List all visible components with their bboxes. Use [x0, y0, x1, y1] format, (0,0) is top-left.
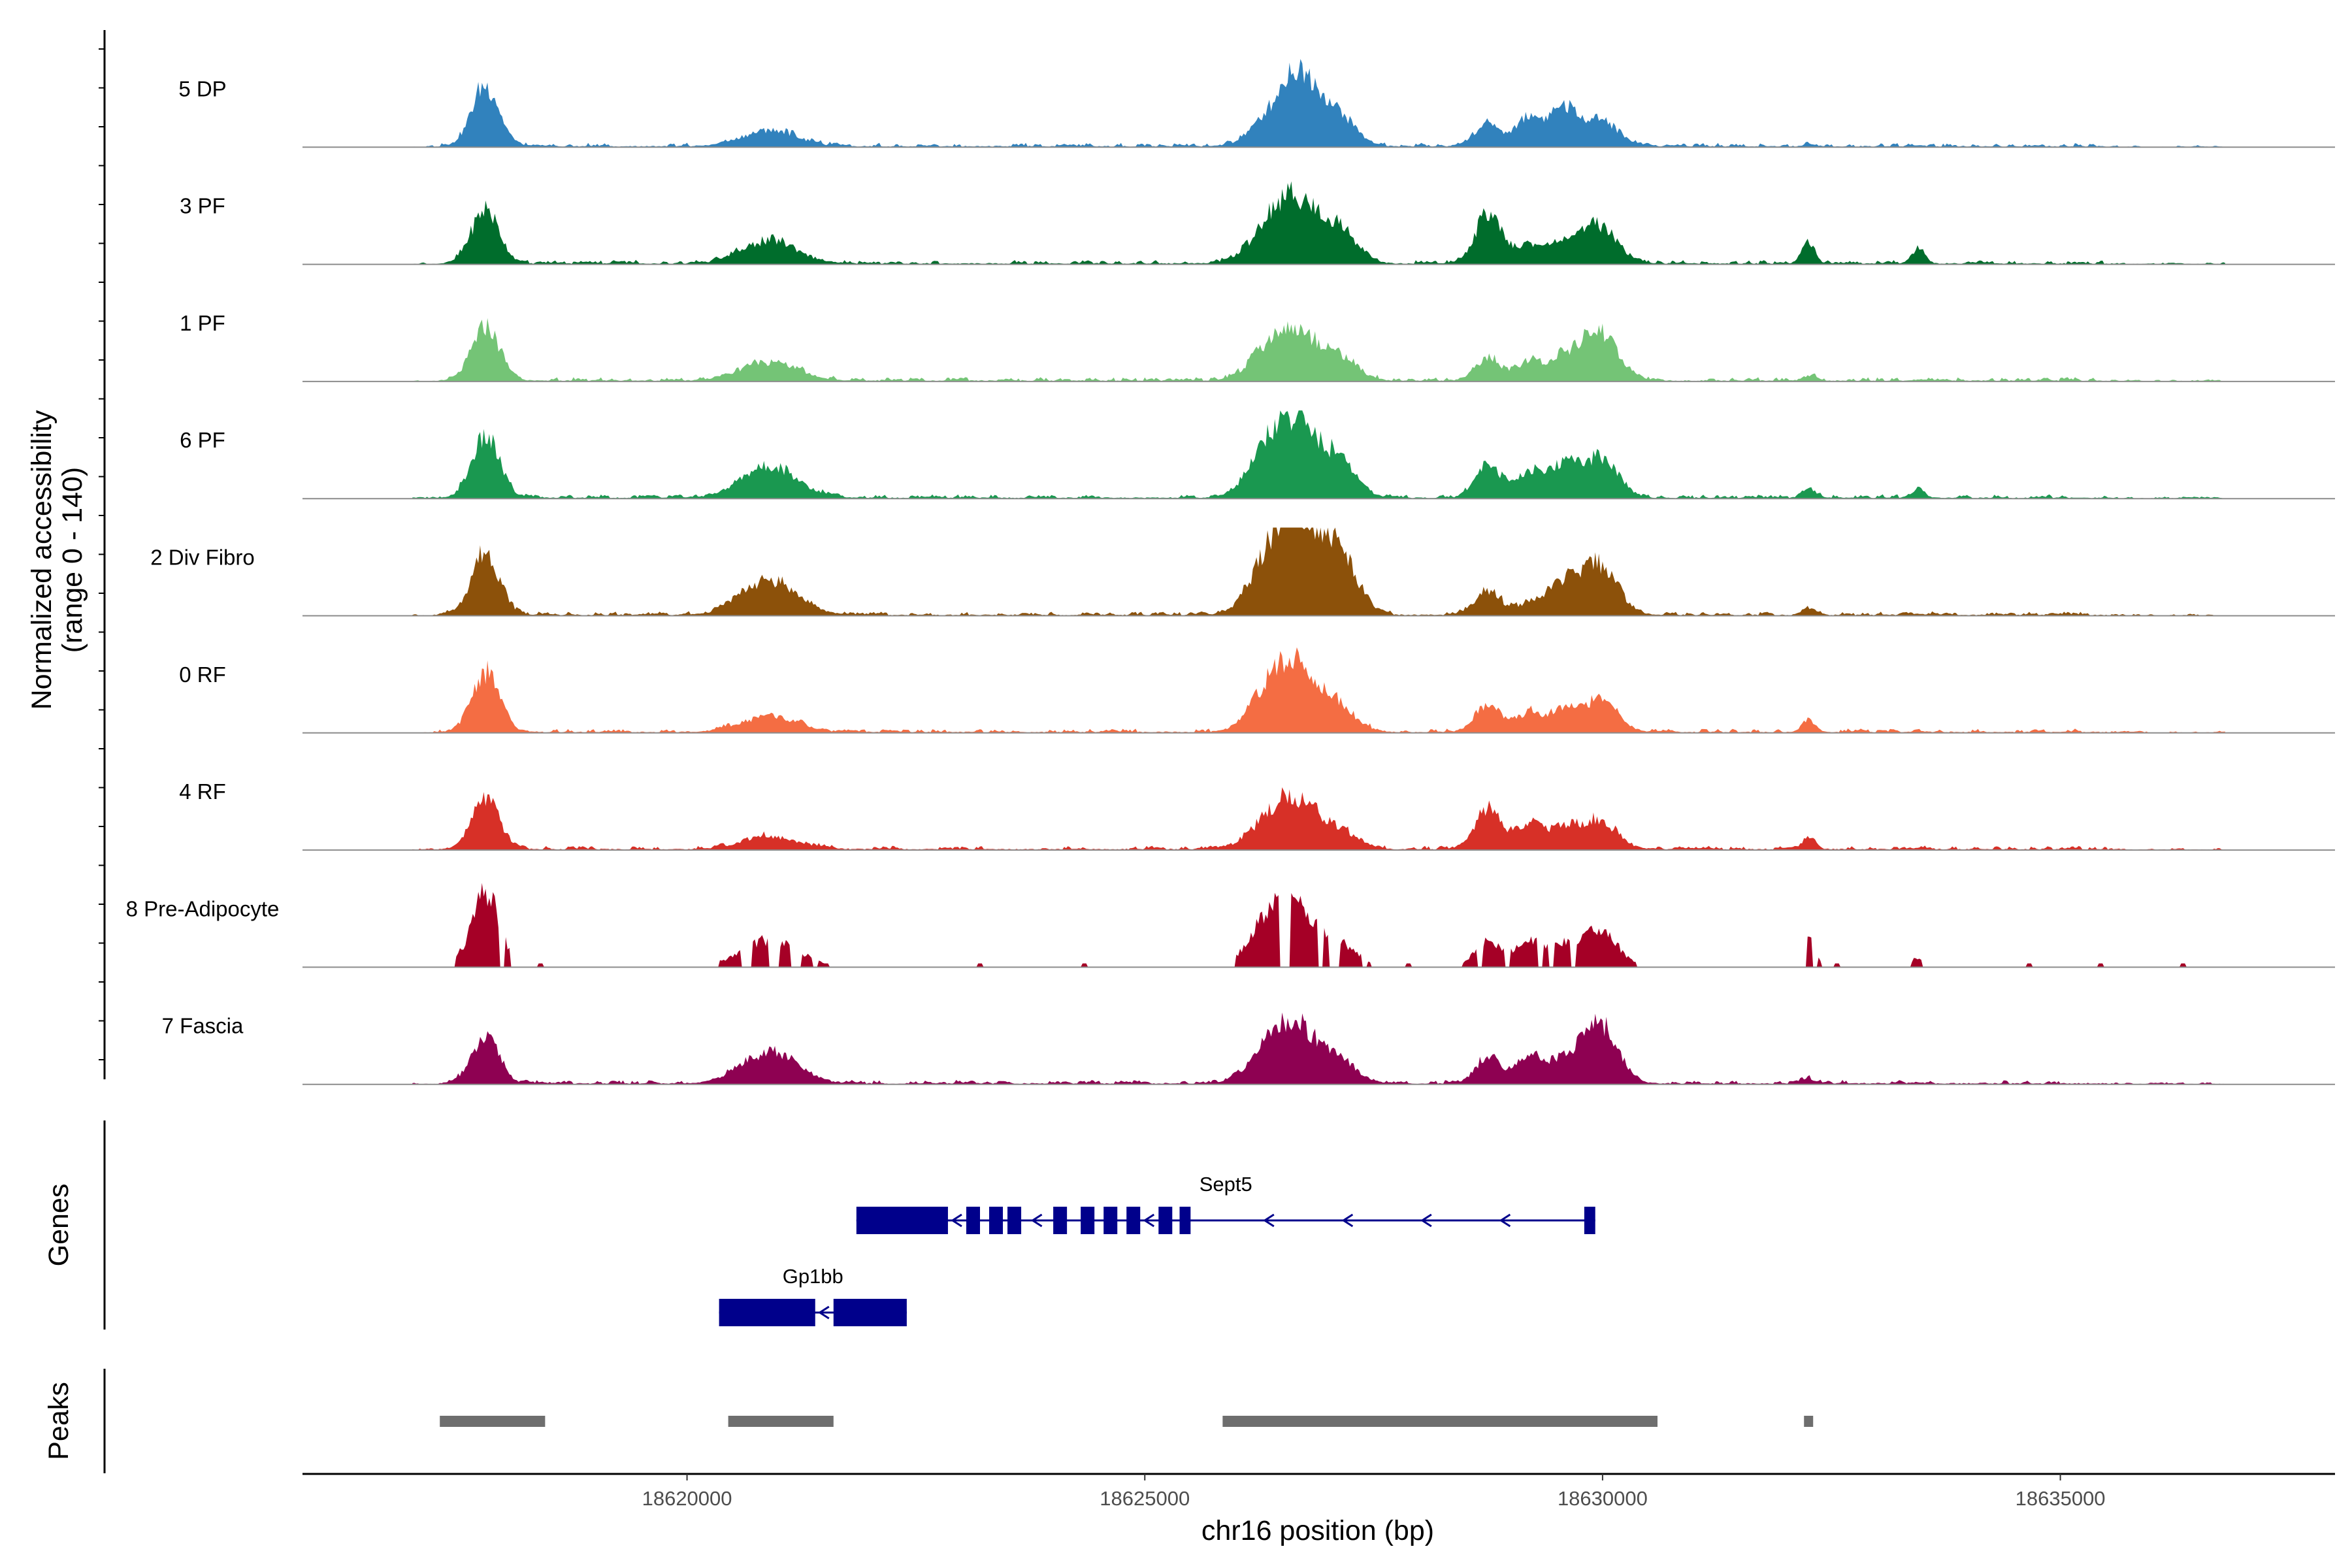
track-label: 6 PF — [180, 428, 225, 452]
x-tick-label: 18635000 — [2016, 1487, 2106, 1510]
strand-arrow — [951, 1213, 962, 1228]
coverage-track: 0 RF — [179, 647, 2335, 734]
peak-region-bar — [440, 1416, 546, 1427]
track-label: 0 RF — [179, 662, 226, 687]
gene-exon — [1103, 1207, 1118, 1234]
x-tick-label: 18630000 — [1558, 1487, 1648, 1510]
strand-arrow — [1030, 1213, 1043, 1228]
gene-models: Sept5 Gp1bb — [719, 1173, 1595, 1326]
x-axis-ticks: 18620000 18625000 18630000 18635000 — [642, 1474, 2106, 1510]
coverage-track: 2 Div Fibro — [150, 527, 2335, 617]
genes-panel: Genes Sept5 Gp1bb — [43, 1120, 1595, 1330]
gene-exon — [1179, 1207, 1191, 1234]
coverage-area — [412, 883, 2225, 968]
strand-arrow — [1143, 1213, 1155, 1228]
gene-exon — [719, 1299, 815, 1326]
gene-exon — [1158, 1207, 1173, 1234]
gene-exon — [856, 1207, 948, 1234]
gene-model: Gp1bb — [719, 1265, 907, 1326]
peak-region-bar — [728, 1416, 834, 1427]
coverage-area — [412, 647, 2225, 733]
strand-arrow — [1263, 1213, 1275, 1228]
track-label: 8 Pre-Adipocyte — [126, 896, 280, 921]
peaks-panel-title: Peaks — [43, 1382, 74, 1460]
track-label: 1 PF — [180, 311, 225, 335]
coverage-area — [412, 59, 2225, 148]
x-axis: 18620000 18625000 18630000 18635000 chr16 p… — [302, 1473, 2335, 1546]
gene-name: Sept5 — [1200, 1173, 1252, 1196]
gene-name: Gp1bb — [783, 1265, 843, 1288]
peak-region-bar — [1804, 1416, 1814, 1427]
peak-region-bar — [1222, 1416, 1658, 1427]
peaks-panel: Peaks — [43, 1369, 1814, 1473]
y-axis-title-line1: Normalized accessibility — [26, 410, 57, 710]
track-label: 5 DP — [178, 76, 226, 101]
strand-arrow — [817, 1305, 830, 1320]
gene-model: Sept5 — [856, 1173, 1595, 1234]
gene-exon — [1081, 1207, 1095, 1234]
peak-regions — [440, 1416, 1814, 1427]
coverage-track: 6 PF — [180, 410, 2335, 500]
strand-arrow — [1341, 1213, 1354, 1228]
gene-exon — [989, 1207, 1004, 1234]
gene-exon — [1584, 1207, 1595, 1234]
coverage-area — [412, 318, 2225, 382]
coverage-area — [412, 181, 2225, 265]
coverage-area — [412, 1012, 2225, 1085]
strand-arrow — [1420, 1213, 1432, 1228]
coverage-area — [412, 527, 2225, 616]
gene-exon — [966, 1207, 980, 1234]
gene-exon — [1007, 1207, 1022, 1234]
coverage-tracks: 5 DP 3 PF 1 PF 6 PF 2 Div Fibro 0 RF 4 RF 8 Pre… — [126, 59, 2335, 1085]
coverage-area — [412, 787, 2225, 851]
gene-exon — [1126, 1207, 1141, 1234]
x-tick-label: 18625000 — [1100, 1487, 1190, 1510]
coverage-track: 8 Pre-Adipocyte — [126, 883, 2335, 968]
track-label: 7 Fascia — [162, 1014, 244, 1038]
coverage-track: 1 PF — [180, 311, 2335, 382]
coverage-track: 4 RF — [179, 779, 2335, 851]
coverage-track: 5 DP — [178, 59, 2335, 148]
coverage-area — [412, 410, 2225, 499]
strand-arrow — [1499, 1213, 1511, 1228]
gene-exon — [833, 1299, 907, 1326]
coverage-y-axis — [99, 30, 106, 1079]
y-axis-title-line2: (range 0 - 140) — [57, 467, 88, 653]
x-tick-label: 18620000 — [642, 1487, 732, 1510]
track-label: 4 RF — [179, 779, 226, 804]
coverage-track: 3 PF — [180, 181, 2335, 265]
track-label: 3 PF — [180, 194, 225, 218]
track-label: 2 Div Fibro — [150, 546, 255, 570]
coverage-track: 7 Fascia — [162, 1012, 2335, 1085]
coverage-y-ticks — [99, 48, 105, 1060]
gene-exon — [1053, 1207, 1068, 1234]
x-axis-title: chr16 position (bp) — [1201, 1515, 1434, 1546]
genes-panel-title: Genes — [43, 1184, 74, 1267]
